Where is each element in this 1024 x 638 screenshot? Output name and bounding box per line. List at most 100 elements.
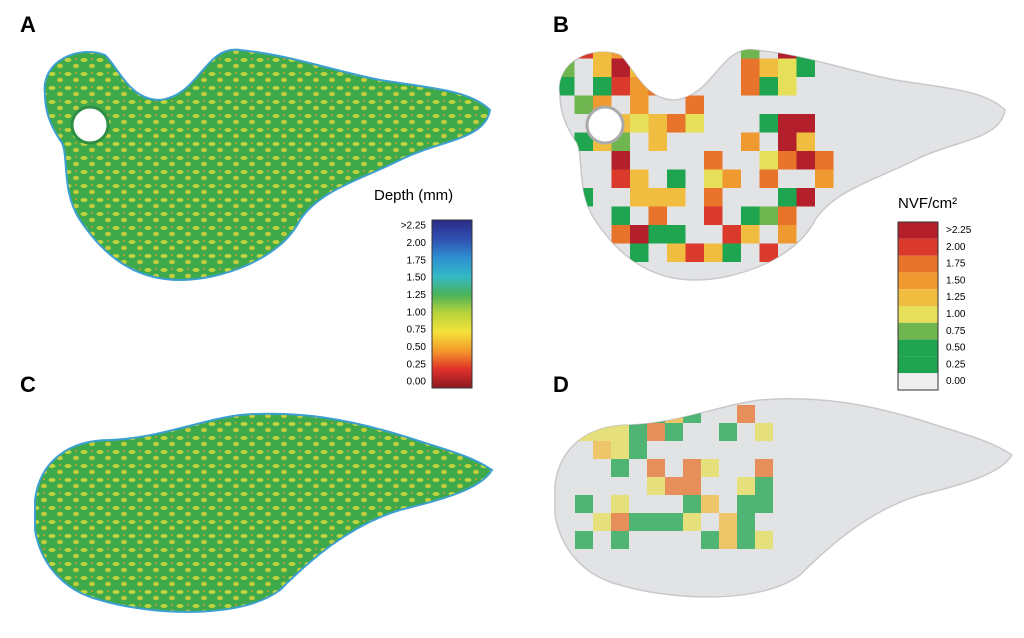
panel-label: C [20,372,36,397]
legend-tick-label: 0.00 [946,376,966,387]
density-cell [759,206,778,225]
legend-tick-label: 1.50 [946,275,966,286]
density-cell [611,459,629,477]
legend-tick-label: >2.25 [946,225,972,236]
panel-a-model [43,48,492,282]
panel-label: B [553,12,569,37]
density-cell [630,188,649,207]
density-cell [559,151,575,170]
density-cell [778,151,797,170]
density-cell [737,495,755,513]
density-cell [630,95,649,114]
density-cell [593,77,612,96]
density-cell [630,114,649,133]
density-cell [741,225,760,244]
density-cell [559,77,575,96]
density-cell [741,58,760,77]
legend-swatch [898,238,938,256]
density-cell [796,58,815,77]
density-cell [778,58,797,77]
density-cell [629,513,647,531]
density-cell [647,405,665,423]
density-cell [667,169,686,188]
density-cell [593,513,611,531]
density-cell [755,477,773,495]
density-cell [611,169,630,188]
density-cell [630,225,649,244]
density-cell [704,169,723,188]
legend-tick-label: 1.25 [946,292,966,303]
legend-tick-label: 2.00 [946,242,966,253]
density-cell [741,49,760,59]
legend-tick-label: 0.50 [946,343,966,354]
density-cell [611,513,629,531]
density-cell [722,169,741,188]
density-cell [755,531,773,549]
density-cell [611,206,630,225]
density-cell [575,495,593,513]
density-cell [559,169,575,188]
legend-swatch [898,222,938,239]
density-cell [737,531,755,549]
legend-swatch [898,255,938,273]
density-cell [815,169,834,188]
density-cell [778,114,797,133]
density-cell [593,243,612,262]
density-cell [722,243,741,262]
density-cell [629,405,647,423]
density-cell [683,405,701,423]
density-cell [630,58,649,77]
density-cell [593,441,611,459]
density-cell [611,405,629,423]
density-cell [611,225,630,244]
legend-tick-label: 1.25 [407,290,427,301]
density-cell [575,405,593,423]
legend-swatch [898,373,938,390]
legend-tick-label: >2.25 [401,221,427,232]
density-cell [574,132,593,151]
density-cell [815,243,834,262]
panel-label: A [20,12,36,37]
density-cell [755,423,773,441]
density-cell [796,114,815,133]
legend-swatch [898,356,938,374]
density-cell [648,132,667,151]
density-cell [778,188,797,207]
density-cell [778,132,797,151]
legend-tick-label: 0.50 [407,342,427,353]
legend-tick-label: 0.25 [407,359,427,370]
legend-tick-label: 1.00 [946,309,966,320]
legend-tick-label: 1.75 [946,259,966,270]
density-cell [737,405,755,423]
density-cell [685,243,704,262]
density-cell [685,49,704,59]
density-cell [683,513,701,531]
density-cell [611,423,629,441]
density-cell [647,477,665,495]
density-cell [559,225,575,244]
legend-tick-label: 0.25 [946,359,966,370]
density-cell [755,495,773,513]
density-cell [611,441,629,459]
density-cell [685,95,704,114]
panel-d-model [554,397,1013,598]
density-cell [759,243,778,262]
density-cell [611,77,630,96]
legend-tick-label: 0.75 [407,325,427,336]
density-cell [704,49,723,59]
legend-tick-label: 0.00 [407,377,427,388]
density-cell [593,49,612,59]
density-cell [630,169,649,188]
panel-c-model [34,412,493,613]
density-cell [574,188,593,207]
legend-swatch [898,339,938,357]
density-cell [722,225,741,244]
legend-tick-label: 1.50 [407,273,427,284]
legend-tick-label: 1.00 [407,307,427,318]
density-cell [701,531,719,549]
density-cell [778,77,797,96]
density-cell [796,188,815,207]
density-cell [759,114,778,133]
density-cell [559,188,575,207]
